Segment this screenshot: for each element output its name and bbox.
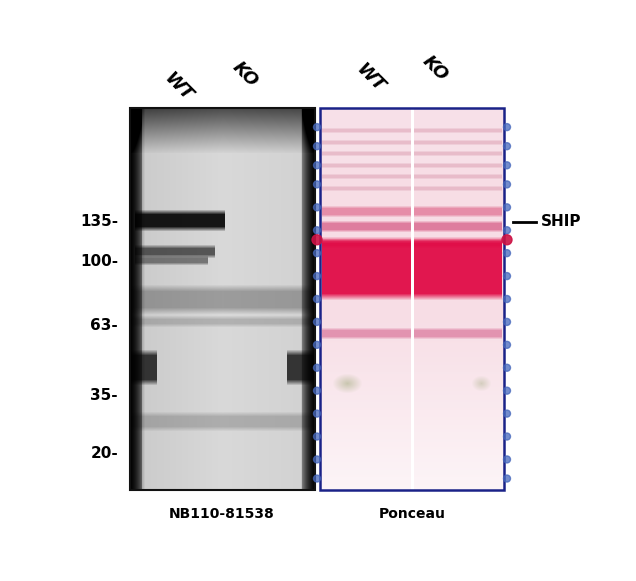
Text: WT: WT bbox=[352, 60, 388, 96]
Circle shape bbox=[314, 204, 321, 211]
Circle shape bbox=[504, 296, 511, 303]
Circle shape bbox=[504, 387, 511, 394]
Circle shape bbox=[502, 235, 512, 245]
Circle shape bbox=[504, 410, 511, 417]
Circle shape bbox=[314, 456, 321, 463]
Circle shape bbox=[504, 342, 511, 349]
Text: 20-: 20- bbox=[90, 446, 118, 461]
Circle shape bbox=[314, 364, 321, 371]
Circle shape bbox=[504, 433, 511, 440]
Circle shape bbox=[504, 124, 511, 131]
Circle shape bbox=[314, 272, 321, 279]
Circle shape bbox=[504, 227, 511, 234]
Circle shape bbox=[314, 227, 321, 234]
Circle shape bbox=[314, 181, 321, 188]
Circle shape bbox=[314, 318, 321, 325]
Circle shape bbox=[504, 456, 511, 463]
Text: KO: KO bbox=[229, 58, 261, 90]
Circle shape bbox=[504, 162, 511, 169]
Circle shape bbox=[314, 250, 321, 257]
Circle shape bbox=[314, 433, 321, 440]
Circle shape bbox=[504, 364, 511, 371]
Circle shape bbox=[504, 475, 511, 482]
Circle shape bbox=[504, 204, 511, 211]
Bar bbox=[130, 108, 315, 490]
Circle shape bbox=[314, 124, 321, 131]
Text: SHIP: SHIP bbox=[541, 214, 581, 229]
Circle shape bbox=[314, 342, 321, 349]
Circle shape bbox=[314, 475, 321, 482]
Text: Ponceau: Ponceau bbox=[378, 507, 445, 521]
Circle shape bbox=[314, 410, 321, 417]
Text: 135-: 135- bbox=[80, 214, 118, 229]
Text: WT: WT bbox=[160, 69, 196, 105]
Circle shape bbox=[314, 387, 321, 394]
Bar bbox=[320, 108, 504, 490]
Circle shape bbox=[504, 181, 511, 188]
Text: 35-: 35- bbox=[90, 388, 118, 403]
Circle shape bbox=[314, 143, 321, 150]
Text: 63-: 63- bbox=[90, 317, 118, 332]
Circle shape bbox=[504, 272, 511, 279]
Circle shape bbox=[314, 296, 321, 303]
Circle shape bbox=[504, 250, 511, 257]
Circle shape bbox=[314, 162, 321, 169]
Circle shape bbox=[504, 143, 511, 150]
Text: 100-: 100- bbox=[80, 254, 118, 270]
Circle shape bbox=[504, 318, 511, 325]
Text: KO: KO bbox=[418, 52, 452, 84]
Circle shape bbox=[312, 235, 322, 245]
Text: NB110-81538: NB110-81538 bbox=[169, 507, 275, 521]
